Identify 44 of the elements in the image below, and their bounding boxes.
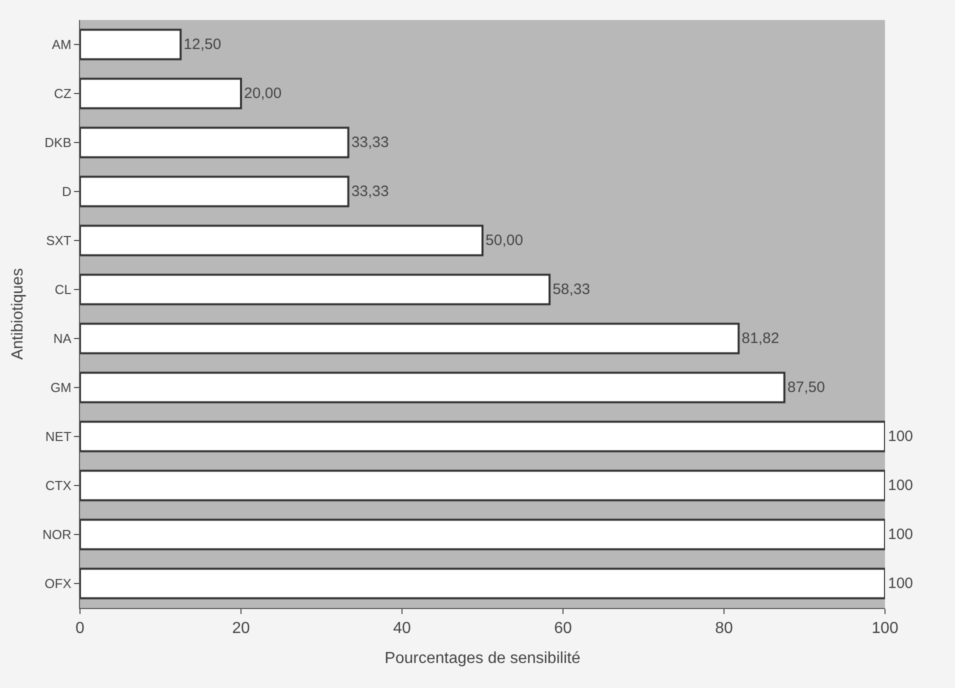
bar: [80, 518, 885, 550]
bar: [80, 224, 484, 256]
bar: [80, 78, 242, 110]
data-label: 87,50: [787, 379, 825, 396]
x-tick-label: 100: [872, 620, 898, 638]
x-axis-title: Pourcentages de sensibilité: [384, 650, 580, 667]
y-tick-label: SXT: [46, 233, 72, 248]
x-tick-label: 0: [76, 620, 85, 638]
data-label: 100: [888, 526, 914, 543]
data-label: 100: [888, 428, 914, 445]
data-label: 20,00: [244, 85, 282, 102]
bar: [80, 568, 885, 600]
y-tick-label: DKB: [44, 135, 72, 150]
bar: [80, 372, 786, 404]
y-axis-title: Antibiotiques: [9, 268, 26, 360]
x-tick-label: 60: [554, 620, 572, 638]
x-tick-label: 40: [393, 620, 411, 638]
bar: [80, 274, 551, 306]
y-tick-label: GM: [50, 380, 72, 396]
data-label: 58,33: [552, 281, 590, 298]
y-tick-label: NA: [53, 331, 72, 346]
bar: [80, 322, 740, 354]
data-label: 33,33: [351, 134, 389, 151]
y-tick-label: NOR: [42, 527, 72, 542]
bar: [80, 126, 350, 158]
bar: [80, 420, 885, 452]
data-label: 12,50: [184, 36, 222, 53]
y-tick-label: CL: [54, 282, 72, 298]
y-tick-label: CZ: [54, 86, 72, 102]
bar: [80, 470, 885, 502]
bar: [80, 176, 350, 208]
y-tick-label: AM: [52, 37, 72, 52]
data-label: 100: [888, 477, 914, 494]
y-tick-label: NET: [45, 429, 72, 444]
data-label: 100: [888, 575, 914, 592]
data-label: 50,00: [486, 232, 524, 249]
data-label: 81,82: [742, 330, 780, 347]
bar: [80, 28, 182, 60]
x-tick-label: 20: [232, 620, 250, 638]
x-tick-label: 80: [715, 620, 733, 638]
y-tick-label: D: [62, 184, 72, 200]
data-label: 33,33: [351, 183, 389, 200]
y-tick-label: CTX: [45, 478, 72, 494]
y-tick-label: OFX: [44, 576, 72, 592]
